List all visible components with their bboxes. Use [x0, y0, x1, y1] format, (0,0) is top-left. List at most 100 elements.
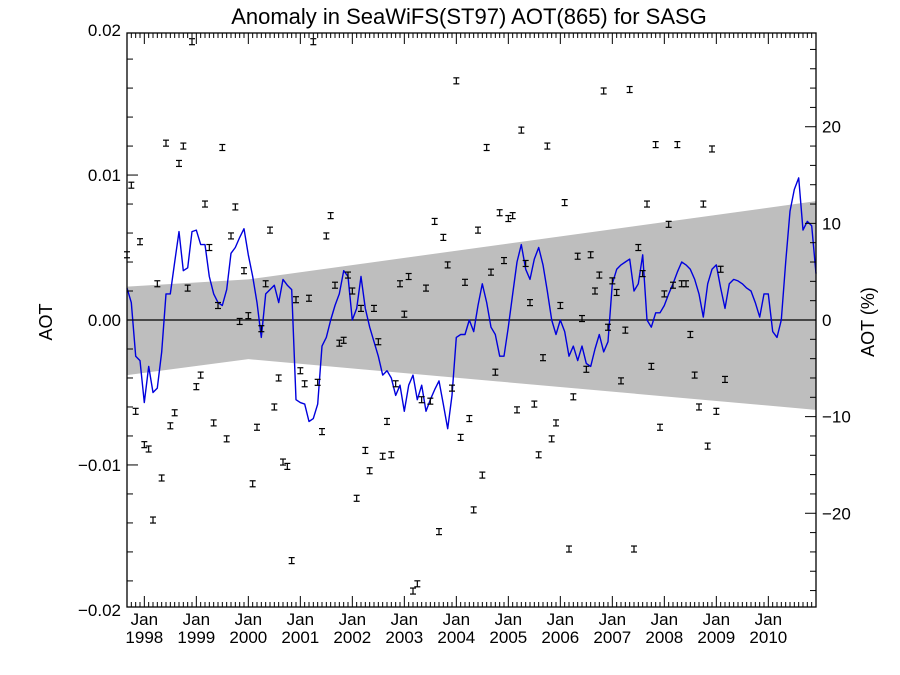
data-point: [405, 272, 412, 281]
data-point: [189, 38, 195, 46]
data-point: [596, 271, 603, 279]
data-point: [423, 284, 429, 292]
data-point: [579, 314, 585, 323]
data-point: [193, 383, 200, 391]
x-tick-month-label: Jan: [287, 610, 314, 629]
data-point: [184, 284, 191, 292]
data-point: [674, 141, 681, 149]
data-point: [284, 462, 291, 470]
data-point: [215, 301, 221, 310]
y-tick-label: −0.02: [78, 601, 121, 620]
data-point: [722, 375, 728, 384]
data-point: [288, 557, 295, 565]
data-point: [648, 362, 655, 370]
data-point: [306, 294, 312, 302]
data-point: [687, 330, 694, 339]
data-point: [704, 442, 711, 450]
y-tick-label: 0.00: [88, 311, 121, 330]
data-point: [206, 243, 213, 252]
data-point: [336, 339, 343, 347]
data-point: [388, 451, 395, 459]
data-point: [631, 545, 637, 553]
data-point: [397, 280, 403, 288]
x-tick-year-label: 2004: [437, 628, 475, 647]
x-tick-year-label: 2002: [333, 628, 371, 647]
x-tick-month-label: Jan: [235, 610, 262, 629]
data-point: [280, 458, 286, 466]
data-point: [453, 77, 460, 85]
data-point: [384, 417, 390, 426]
data-point: [128, 181, 135, 189]
y-tick-label: 0.01: [88, 166, 121, 185]
data-point: [613, 288, 620, 297]
data-point: [609, 277, 616, 285]
data-point: [483, 143, 490, 152]
x-tick-month-label: Jan: [755, 610, 782, 629]
data-point: [418, 396, 425, 404]
data-point: [401, 310, 408, 318]
x-tick-year-label: 2007: [593, 628, 631, 647]
data-point: [670, 281, 676, 289]
data-point: [301, 380, 308, 388]
data-point: [566, 545, 572, 553]
data-point: [410, 587, 416, 595]
y-right-tick-label: −20: [822, 504, 851, 523]
x-tick-year-label: 2009: [697, 628, 735, 647]
anomaly-line: [126, 177, 817, 430]
data-point: [358, 304, 364, 313]
data-point: [470, 506, 477, 514]
data-point: [167, 422, 174, 430]
data-point: [574, 252, 581, 260]
data-point: [353, 494, 360, 502]
y-axis-label-right: AOT (%): [858, 287, 878, 357]
points-layer: [124, 38, 728, 595]
data-point: [349, 287, 356, 295]
data-point: [462, 278, 468, 286]
data-point: [141, 441, 148, 449]
x-tick-month-label: Jan: [339, 610, 366, 629]
data-point: [275, 374, 282, 382]
data-point: [557, 301, 564, 310]
data-point: [427, 397, 434, 405]
data-point: [600, 87, 607, 95]
data-point: [392, 380, 399, 388]
data-point: [713, 407, 720, 415]
data-point: [332, 281, 338, 289]
data-point: [717, 265, 724, 273]
data-point: [587, 251, 594, 259]
data-point: [527, 299, 533, 307]
x-tick-month-label: Jan: [703, 610, 730, 629]
data-point: [171, 409, 178, 417]
data-point: [618, 377, 624, 385]
data-point: [626, 85, 633, 94]
series-layer: [126, 177, 817, 430]
data-point: [236, 317, 243, 326]
data-point: [522, 259, 529, 268]
x-tick-month-label: Jan: [495, 610, 522, 629]
data-point: [570, 393, 577, 401]
data-point: [700, 200, 707, 208]
data-point: [592, 287, 598, 295]
data-point: [197, 371, 204, 379]
data-point: [553, 419, 559, 427]
data-point: [254, 423, 260, 431]
data-point: [223, 435, 230, 443]
data-point: [232, 203, 239, 211]
data-point: [132, 407, 139, 415]
data-point: [180, 142, 187, 150]
data-point: [323, 232, 330, 240]
y-axis-label: AOT: [36, 303, 56, 340]
x-tick-month-label: Jan: [131, 610, 158, 629]
data-point: [379, 452, 386, 460]
data-point: [665, 220, 672, 228]
data-point: [440, 233, 447, 241]
x-tick-month-label: Jan: [183, 610, 210, 629]
data-point: [310, 38, 317, 46]
data-point: [375, 338, 382, 346]
data-point: [219, 143, 226, 152]
data-point: [293, 296, 299, 304]
data-point: [639, 270, 646, 278]
x-tick-year-label: 2003: [385, 628, 423, 647]
y-tick-label: −0.01: [78, 456, 121, 475]
data-point: [271, 403, 278, 411]
